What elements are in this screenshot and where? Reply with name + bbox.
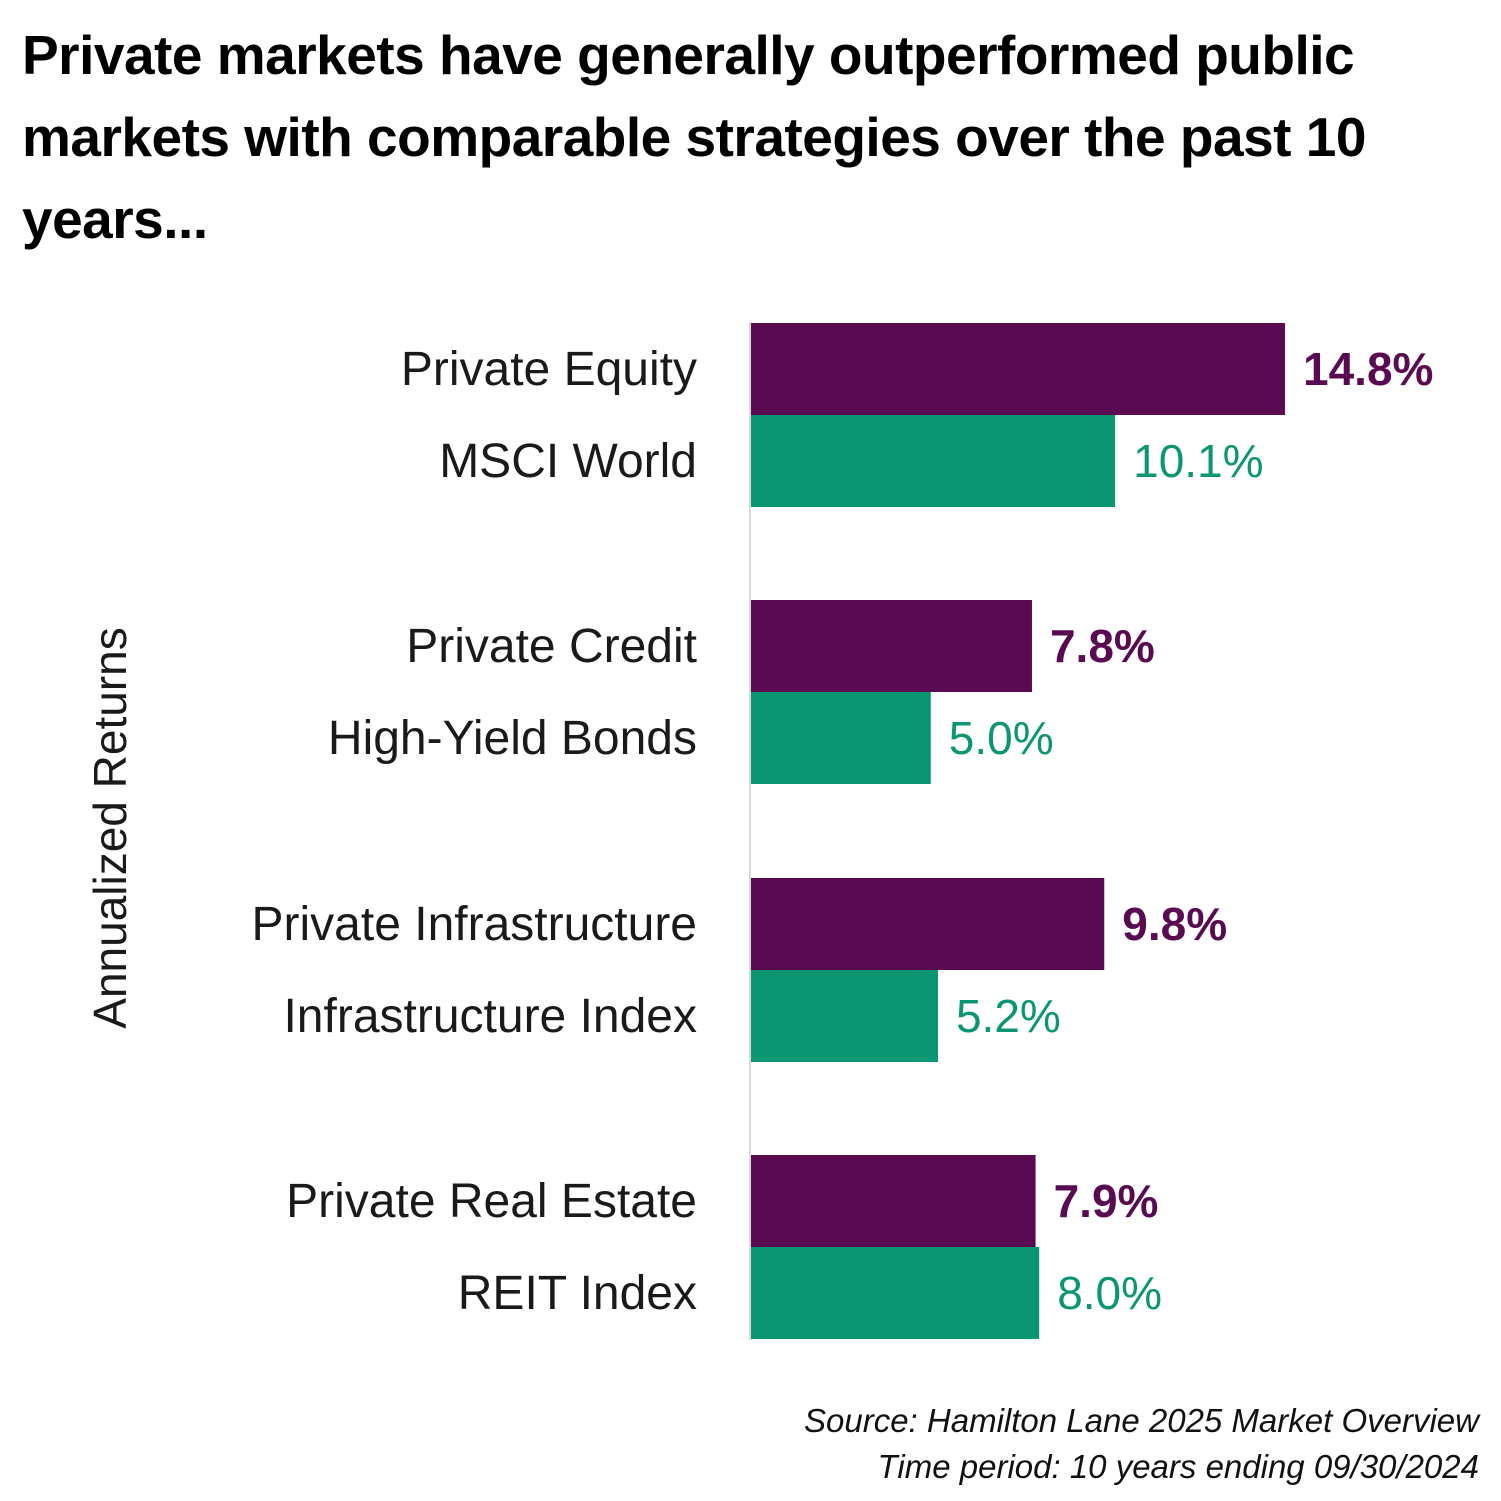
value-label: 5.2% <box>956 990 1061 1042</box>
value-label: 9.8% <box>1122 898 1227 950</box>
time-period-line: Time period: 10 years ending 09/30/2024 <box>877 1448 1479 1485</box>
bar-public <box>750 415 1116 507</box>
value-label: 14.8% <box>1303 343 1433 395</box>
category-label: Private Infrastructure <box>252 898 698 951</box>
value-label: 7.9% <box>1054 1175 1159 1227</box>
chart-title: Private markets have generally outperfor… <box>22 24 1366 250</box>
value-label: 7.8% <box>1050 620 1155 672</box>
source-note: Source: Hamilton Lane 2025 Market Overvi… <box>804 1398 1479 1490</box>
value-label: 8.0% <box>1057 1267 1162 1319</box>
category-label: Infrastructure Index <box>283 990 697 1043</box>
bar-public <box>750 692 931 784</box>
bar-public <box>750 970 938 1062</box>
bar-private <box>750 1155 1036 1247</box>
value-label: 5.0% <box>949 712 1054 764</box>
category-label: REIT Index <box>458 1267 697 1320</box>
bars-layer: Private Equity 14.8% MSCI World 10.1% Privat… <box>252 323 1433 1339</box>
value-label: 10.1% <box>1133 435 1263 487</box>
category-label: MSCI World <box>439 435 697 488</box>
category-label: Private Equity <box>401 343 697 396</box>
bar-private <box>750 323 1286 415</box>
bar-private <box>750 878 1105 970</box>
category-label: High-Yield Bonds <box>328 712 697 765</box>
bar-public <box>750 1247 1040 1339</box>
category-label: Private Real Estate <box>286 1175 697 1228</box>
bar-private <box>750 600 1032 692</box>
category-label: Private Credit <box>406 620 697 673</box>
source-line: Source: Hamilton Lane 2025 Market Overvi… <box>804 1402 1479 1439</box>
